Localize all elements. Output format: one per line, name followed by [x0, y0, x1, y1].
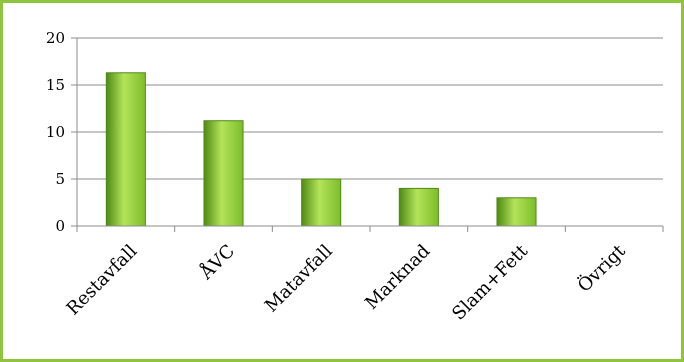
bar-slam-fett [496, 197, 537, 227]
x-category-label: Övrigt [572, 239, 630, 297]
x-category-label: Slam+Fett [448, 240, 532, 324]
x-category-label: Marknad [361, 241, 434, 314]
y-tick-label: 20 [46, 29, 65, 47]
y-tick-label: 10 [46, 123, 65, 141]
y-tick-label: 0 [55, 217, 65, 235]
bar-åvc [203, 120, 244, 227]
y-tick-label: 5 [55, 170, 65, 188]
bar-restavfall [105, 72, 146, 227]
x-category-label: Matavfall [261, 241, 337, 317]
y-tick-label: 15 [46, 76, 65, 94]
x-category-label: Restavfall [63, 241, 142, 320]
bar-matavfall [301, 178, 342, 227]
x-category-label: ÅVC [195, 240, 239, 284]
bar-marknad [398, 187, 439, 227]
